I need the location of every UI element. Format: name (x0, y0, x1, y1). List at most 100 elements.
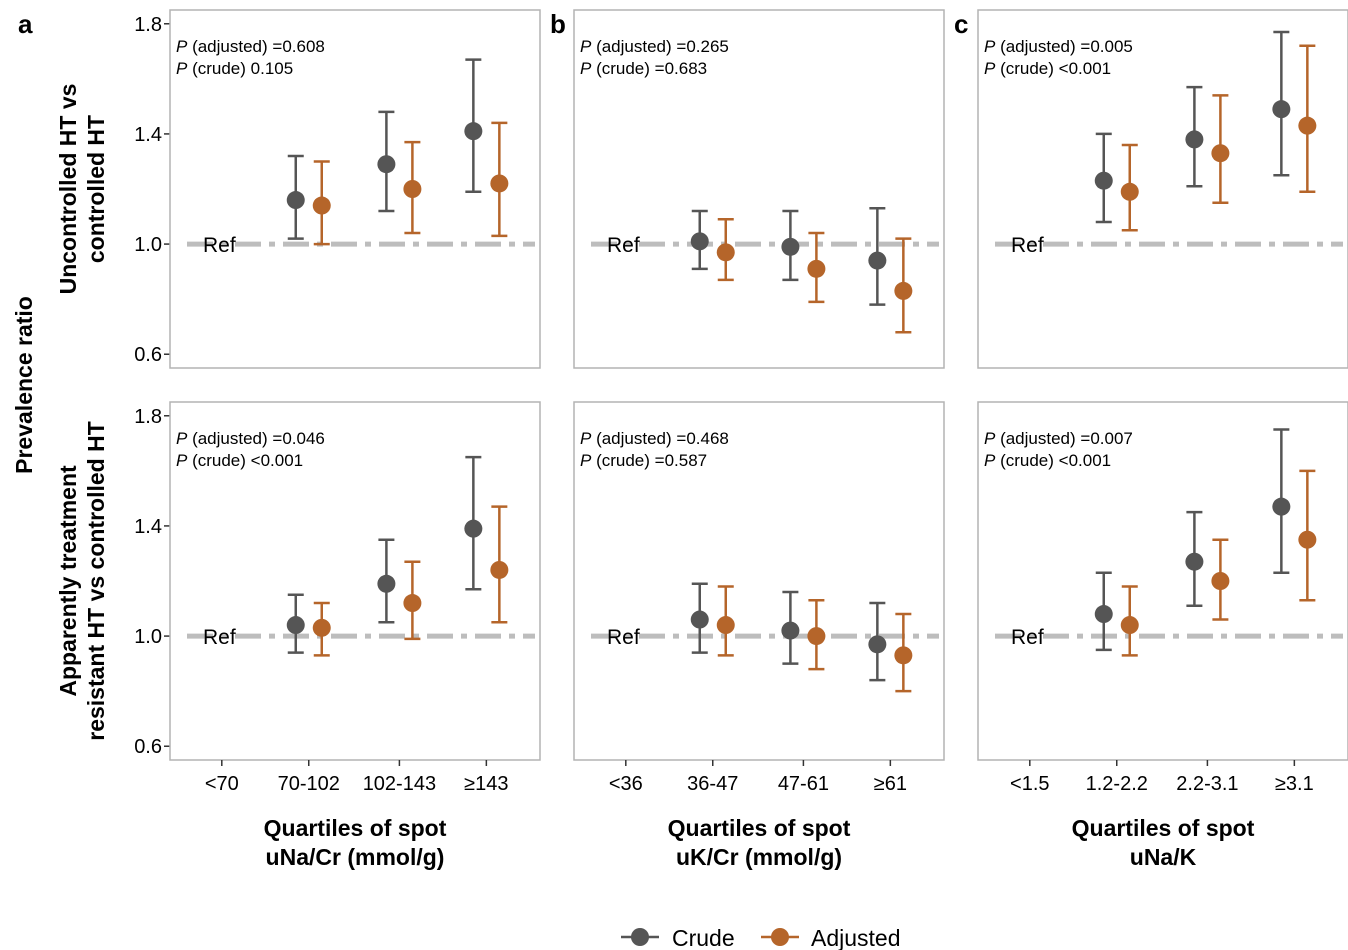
crude-point (868, 635, 887, 654)
row-label-line: controlled HT (83, 115, 109, 263)
panel-border (977, 9, 1348, 369)
p-value: (adjusted) =0.005 (995, 37, 1133, 56)
adjusted-point (403, 180, 422, 198)
x-tick-label: 102-143 (363, 773, 436, 795)
x-axis-title-a: Quartiles of spot uNa/Cr (mmol/g) (264, 815, 447, 870)
p-value: (adjusted) =0.468 (591, 429, 729, 448)
crude-point (286, 616, 305, 635)
crude-point (464, 122, 483, 141)
adjusted-point (312, 196, 331, 215)
p-value-text: P (crude) =0.587 (580, 451, 707, 470)
p-symbol: P (580, 59, 592, 78)
adjusted-point (807, 627, 826, 646)
x-tick-label: <36 (609, 773, 643, 795)
x-tick-label: <70 (205, 773, 239, 795)
p-value-text: P (adjusted) =0.608 (176, 37, 325, 56)
p-value: (crude) =0.683 (591, 59, 707, 78)
row-label-2: Apparently treatment resistant HT vs cont… (55, 421, 109, 741)
panel-c-1: Ref P (adjusted) =0.005 P (crude) <0.001 (977, 9, 1348, 369)
crude-point (1094, 171, 1113, 190)
adjusted-point (403, 594, 422, 613)
legend: Crude Adjusted (621, 925, 901, 950)
x-tick-label: 47-61 (778, 773, 829, 795)
x-axis-title-line: Quartiles of spot (264, 815, 447, 841)
p-value: (adjusted) =0.608 (187, 37, 325, 56)
crude-point (377, 574, 396, 593)
p-symbol: P (176, 37, 188, 56)
x-axis-title-line: uNa/Cr (mmol/g) (266, 844, 445, 870)
crude-point (781, 621, 800, 640)
p-value-text: P (adjusted) =0.046 (176, 429, 325, 448)
p-value: (adjusted) =0.046 (187, 429, 325, 448)
x-axis-title-line: uNa/K (1130, 844, 1197, 870)
x-tick-label: ≥143 (464, 773, 508, 795)
row-label-1: Uncontrolled HT vs controlled HT (55, 84, 109, 295)
ref-label: Ref (607, 626, 640, 649)
row-label-line: Uncontrolled HT vs (55, 84, 81, 295)
x-tick-label: ≥61 (874, 773, 907, 795)
crude-point (690, 610, 709, 629)
crude-point (464, 519, 483, 538)
p-symbol: P (176, 59, 188, 78)
y-tick-label: 1.8 (134, 14, 162, 36)
p-symbol: P (984, 429, 996, 448)
panel-letter-c: c (954, 9, 968, 39)
x-axis-title-line: Quartiles of spot (1072, 815, 1255, 841)
panel-border (169, 401, 541, 761)
ref-label: Ref (1011, 626, 1044, 649)
panel-a-2: Ref P (adjusted) =0.046 P (crude) <0.001 (169, 401, 541, 761)
x-tick-label: <1.5 (1010, 773, 1049, 795)
x-tick-label: 1.2-2.2 (1086, 773, 1148, 795)
p-value-text: P (crude) =0.683 (580, 59, 707, 78)
p-value-text: P (adjusted) =0.265 (580, 37, 729, 56)
legend-marker (631, 928, 649, 946)
p-symbol: P (580, 451, 592, 470)
adjusted-point (1120, 616, 1139, 635)
panel-border (573, 401, 945, 761)
y-axis-title: Prevalence ratio (11, 296, 37, 474)
p-value-text: P (crude) <0.001 (984, 59, 1111, 78)
x-tick-label: 70-102 (278, 773, 340, 795)
ref-label: Ref (1011, 234, 1044, 257)
y-tick-label: 1.8 (134, 406, 162, 428)
p-symbol: P (984, 59, 996, 78)
adjusted-point (894, 281, 913, 300)
adjusted-point (1211, 572, 1230, 590)
legend-item-crude: Crude (621, 925, 735, 950)
p-value: (crude) <0.001 (187, 451, 303, 470)
y-tick-label: 1.4 (134, 124, 162, 146)
crude-point (1185, 552, 1204, 571)
crude-point (868, 251, 887, 270)
crude-point (1272, 100, 1291, 119)
p-value: (adjusted) =0.007 (995, 429, 1133, 448)
ref-label: Ref (203, 626, 236, 649)
p-value-text: P (adjusted) =0.007 (984, 429, 1133, 448)
x-axis-title-c: Quartiles of spot uNa/K (1072, 815, 1255, 870)
crude-point (690, 232, 709, 251)
crude-point (1185, 130, 1204, 149)
p-value-text: P (crude) <0.001 (176, 451, 303, 470)
crude-point (377, 155, 396, 174)
panel-letter-b: b (550, 9, 566, 39)
x-axis-title-b: Quartiles of spot uK/Cr (mmol/g) (668, 815, 851, 870)
crude-point (781, 237, 800, 256)
p-value: (adjusted) =0.265 (591, 37, 729, 56)
x-tick-label: 36-47 (687, 773, 738, 795)
p-symbol: P (580, 37, 592, 56)
panel-border (573, 9, 945, 369)
x-axis-title-line: Quartiles of spot (668, 815, 851, 841)
adjusted-point (894, 646, 913, 665)
legend-marker (771, 928, 789, 946)
crude-point (286, 191, 305, 210)
p-value-text: P (crude) 0.105 (176, 59, 293, 78)
y-tick-label: 0.6 (134, 344, 162, 366)
adjusted-point (1120, 182, 1139, 201)
adjusted-point (490, 174, 509, 193)
adjusted-point (1298, 116, 1317, 135)
crude-point (1272, 497, 1291, 516)
adjusted-point (490, 560, 509, 579)
